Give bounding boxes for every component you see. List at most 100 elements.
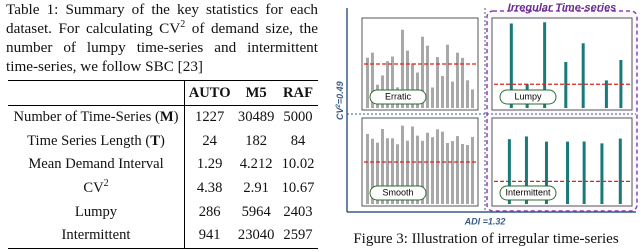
bar (604, 80, 608, 108)
label-part: Intermittent (61, 227, 131, 244)
header-row: AUTO M5 RAF (8, 80, 318, 106)
panel-label-box (369, 89, 427, 105)
value-cell: 30489 (237, 109, 275, 126)
value-cell: 5000 (283, 109, 313, 126)
value-cell: 2.91 (243, 180, 269, 197)
row-label: Number of Time-Series (M) (8, 105, 185, 130)
bar (600, 143, 604, 204)
figure: Irregular Time-series CV2=0.49 ADI =1.32 Er… (335, 2, 638, 226)
bar (396, 144, 399, 204)
bar (401, 29, 404, 108)
bar (391, 56, 394, 108)
panel-label: Intermittent (505, 187, 551, 197)
value-cell: 2597 (278, 223, 318, 249)
header-cell: M5 (234, 80, 279, 106)
label-part: 2 (103, 178, 109, 190)
value-cell: 24 (202, 132, 217, 149)
bar (446, 44, 449, 108)
bar (582, 141, 586, 204)
row-label: Mean Demand Interval (8, 153, 185, 177)
cv-part: CV (335, 107, 345, 120)
value-cell: 182 (245, 132, 268, 149)
table-row: Intermittent 941 23040 2597 (8, 223, 318, 249)
value-cell: 10.02 (281, 156, 315, 173)
bar (381, 128, 384, 204)
bar (386, 61, 389, 108)
bar (471, 136, 474, 204)
bar (441, 76, 444, 108)
bar (461, 144, 464, 204)
bar (466, 80, 469, 108)
label-part: ) (173, 109, 179, 126)
bar (466, 144, 469, 204)
panel-label-box (369, 185, 427, 201)
value-cell: 286 (198, 203, 221, 220)
table-row: Lumpy 286 5964 2403 (8, 200, 318, 224)
caption-text: Table 1: Summary of the key statistics f… (6, 1, 318, 37)
panel-label-box (499, 185, 557, 201)
bar (386, 138, 389, 204)
bar (371, 52, 374, 108)
cv-part: 2 (336, 103, 342, 108)
bar (431, 137, 434, 204)
table-row: CV2 4.38 2.91 10.67 (8, 176, 318, 201)
panel-label-box (499, 89, 557, 105)
bar (376, 142, 379, 204)
bar (406, 50, 409, 108)
value-cell: 4.212 (239, 156, 273, 173)
bar (421, 36, 424, 108)
bar (451, 141, 454, 204)
panel-label: Lumpy (514, 91, 542, 101)
row-label: Intermittent (8, 223, 185, 249)
bar (421, 140, 424, 204)
row-label: Time Series Length (T) (8, 129, 185, 154)
value-cell: 941 (184, 223, 235, 249)
bar (544, 141, 548, 204)
label-part: CV (83, 180, 104, 197)
bar (411, 63, 414, 108)
bar (509, 23, 513, 108)
bar (566, 141, 570, 204)
figure-title: Irregular Time-series (508, 2, 617, 14)
bar (366, 133, 369, 204)
bar (371, 138, 374, 204)
bar (507, 139, 511, 204)
header-cell: RAF (278, 80, 318, 106)
bar (441, 131, 444, 204)
bar (446, 143, 449, 204)
bar (411, 126, 414, 204)
bar (461, 57, 464, 108)
panel-label: Smooth (382, 187, 413, 197)
label-part: Number of Time-Series ( (13, 109, 160, 126)
bar (366, 57, 369, 108)
value-cell: 4.38 (196, 180, 223, 197)
row-label: CV2 (8, 176, 185, 201)
label-part: M (159, 109, 174, 126)
value-cell: 1.29 (196, 156, 223, 173)
value-cell: 5964 (241, 203, 271, 220)
table-row: Time Series Length (T) 24 182 84 (8, 129, 318, 154)
bar (401, 125, 404, 204)
bar (406, 140, 409, 204)
label-part: Mean Demand Interval (28, 156, 164, 173)
bar (564, 61, 568, 108)
stats-table: AUTO M5 RAF Number of Time-Series (M) 1227 3… (8, 80, 318, 249)
panel-label: Erratic (385, 91, 412, 101)
table-caption: Table 1: Summary of the key statistics f… (6, 0, 318, 76)
bar (456, 136, 459, 204)
bar (416, 135, 419, 204)
bar (581, 43, 585, 108)
bar (524, 136, 528, 204)
header-cell (8, 80, 185, 106)
table-row: Mean Demand Interval 1.29 4.212 10.02 (8, 153, 318, 177)
bar (618, 138, 622, 204)
bar (391, 138, 394, 204)
cv-label: CV2=0.49 (335, 81, 345, 120)
bar (471, 89, 474, 108)
bar (426, 45, 429, 108)
label-part: ) (159, 132, 165, 149)
bar (456, 52, 459, 108)
bar (436, 57, 439, 108)
bar (426, 132, 429, 204)
